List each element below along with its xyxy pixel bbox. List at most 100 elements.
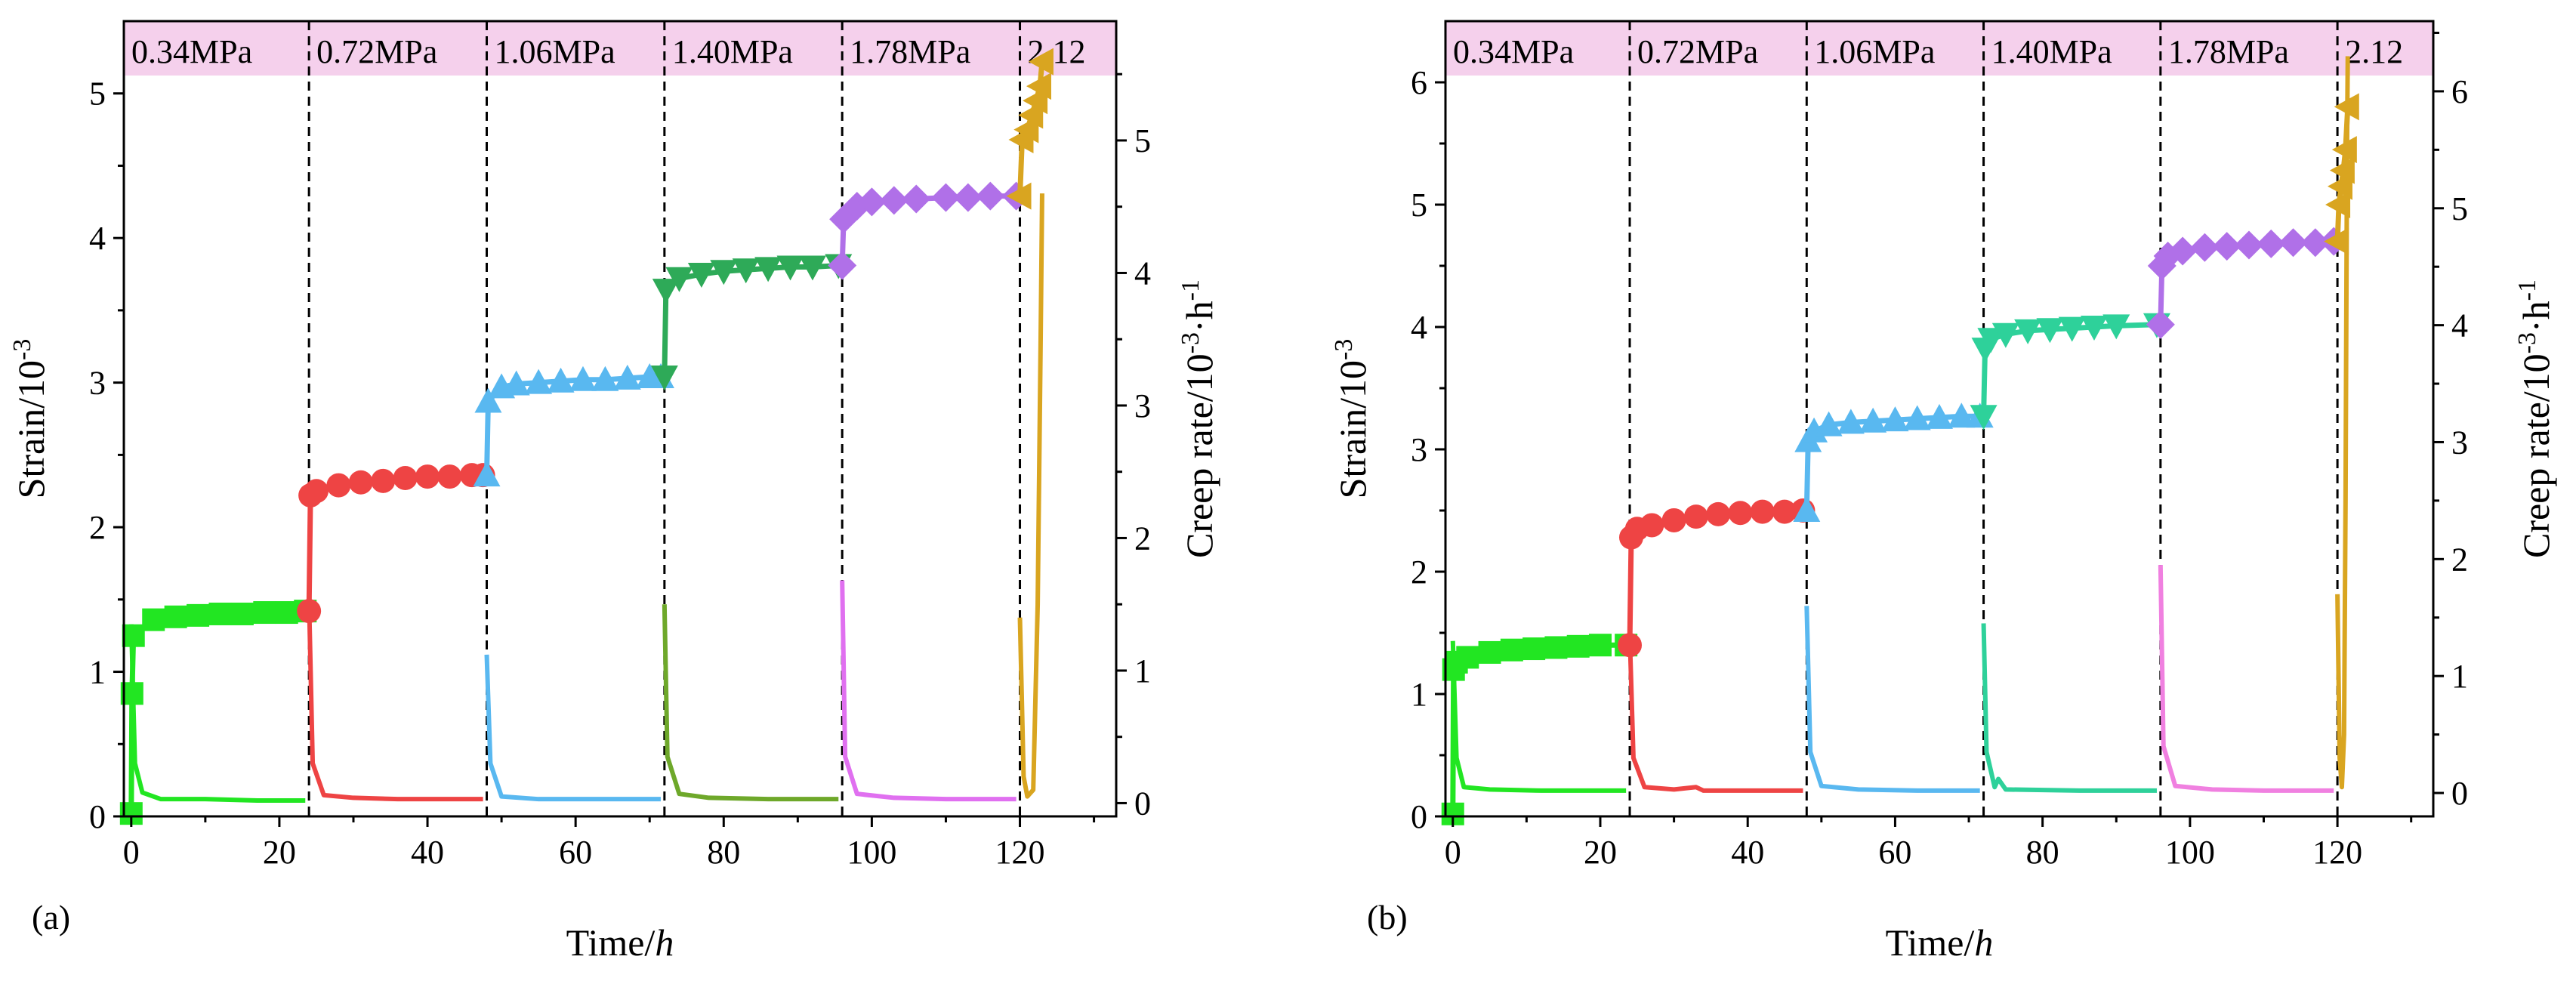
creep-rate-curve — [1981, 623, 2157, 793]
y-tick-label: 3 — [1411, 431, 1427, 468]
strain-marker — [1588, 634, 1612, 657]
stage-label: 1.40MPa — [672, 33, 793, 70]
strain-marker — [879, 186, 909, 215]
plot-frame — [122, 20, 1118, 818]
strain-marker — [953, 183, 983, 212]
strain-marker — [2190, 233, 2220, 262]
strain-marker — [976, 181, 1005, 211]
strain-marker — [710, 260, 738, 285]
x-tick-label: 40 — [411, 834, 444, 871]
strain-marker — [304, 479, 329, 504]
x-axis-label: Time/h — [1886, 921, 1994, 964]
stage-label: 1.06MPa — [494, 33, 615, 70]
y2-axis-label: Creep rate/10-3·h-1 — [2513, 279, 2557, 558]
strain-marker — [665, 267, 693, 292]
strain-marker — [902, 184, 931, 214]
strain-marker — [1618, 633, 1643, 658]
strain-marker — [1706, 501, 1731, 526]
stage-label: 1.78MPa — [850, 33, 970, 70]
y-tick-label: 3 — [89, 365, 106, 402]
strain-marker — [1661, 507, 1686, 532]
creep-rate-curve — [1017, 193, 1044, 799]
strain-marker — [2329, 156, 2355, 184]
y-axis-label: Strain/10-3 — [1330, 339, 1374, 499]
strain-marker — [613, 364, 641, 390]
strain-marker — [2327, 172, 2352, 200]
x-tick-label: 0 — [1445, 834, 1461, 871]
x-tick-label: 100 — [847, 834, 896, 871]
strain-marker — [2036, 318, 2064, 344]
y-tick-label: 5 — [89, 76, 106, 113]
stage-label: 0.72MPa — [316, 33, 437, 70]
y2-tick-label: 2 — [2451, 541, 2468, 578]
strain-marker — [2080, 316, 2108, 341]
y-tick-label: 0 — [1411, 798, 1427, 835]
stage-label: 1.78MPa — [2168, 33, 2289, 70]
strain-marker — [732, 258, 760, 284]
strain-marker — [2058, 316, 2086, 342]
x-tick-label: 20 — [1584, 834, 1617, 871]
strain-marker — [1991, 322, 2019, 348]
stage-label: 1.06MPa — [1814, 33, 1935, 70]
strain-marker — [1566, 634, 1590, 658]
x-tick-label: 80 — [2026, 834, 2059, 871]
strain-marker — [164, 605, 187, 628]
strain-marker — [1815, 411, 1843, 437]
strain-marker — [1522, 637, 1546, 661]
strain-marker — [253, 601, 276, 625]
x-tick-label: 0 — [123, 834, 140, 871]
strain-marker — [1728, 501, 1753, 526]
strain-curve — [662, 263, 839, 378]
y-tick-label: 2 — [1411, 554, 1427, 591]
strain-marker — [326, 473, 351, 498]
strain-marker — [2324, 227, 2349, 255]
chart-panel-b: 0.34MPa 0.72MPa 1.06MPa 1.40MPa 1.78MPa 2.12 0… — [1330, 20, 2557, 964]
strain-curve — [128, 608, 306, 814]
strain-marker — [569, 366, 597, 391]
y-tick-label: 0 — [89, 798, 106, 835]
strain-marker — [798, 255, 826, 281]
strain-marker — [547, 367, 575, 393]
x-tick-label: 40 — [1731, 834, 1764, 871]
stage-label: 0.72MPa — [1637, 33, 1758, 70]
strain-marker — [2014, 319, 2042, 344]
strain-marker — [525, 369, 553, 394]
creep-rate-curve — [2158, 565, 2334, 793]
strain-marker — [650, 365, 678, 390]
strain-marker — [1456, 646, 1479, 669]
creep-rate-curve — [484, 654, 661, 802]
panel-label: (a) — [32, 898, 70, 936]
strain-marker — [857, 187, 887, 217]
strain-marker — [1859, 407, 1887, 433]
x-tick-label: 100 — [2165, 834, 2215, 871]
creep-rate-curve — [307, 597, 483, 802]
x-tick-label: 20 — [263, 834, 296, 871]
stage-band — [1445, 21, 2433, 76]
x-tick-label: 80 — [707, 834, 740, 871]
chart-panel-a: 0.34MPa 0.72MPa 1.06MPa 1.40MPa 1.78MPa 2.120… — [8, 20, 1220, 964]
strain-marker — [2325, 191, 2351, 218]
y2-tick-label: 5 — [2451, 190, 2468, 227]
strain-marker — [1793, 497, 1821, 522]
y2-tick-label: 3 — [2451, 424, 2468, 461]
strain-marker — [297, 599, 322, 624]
y2-tick-label: 2 — [1134, 520, 1151, 557]
strain-marker — [2102, 314, 2130, 340]
y2-tick-label: 1 — [2451, 658, 2468, 695]
x-tick-label: 60 — [1878, 834, 1911, 871]
x-tick-label: 120 — [2312, 834, 2362, 871]
strain-marker — [652, 279, 680, 304]
creep-rate-curve — [840, 580, 1017, 802]
y-tick-label: 4 — [89, 220, 106, 257]
strain-marker — [1948, 403, 1976, 428]
strain-marker — [828, 251, 857, 280]
strain-marker — [1640, 513, 1664, 538]
strain-marker — [393, 465, 418, 490]
strain-marker — [591, 366, 619, 391]
strain-marker — [208, 602, 232, 625]
strain-marker — [474, 387, 502, 413]
y2-tick-label: 1 — [1134, 652, 1151, 689]
strain-marker — [230, 602, 254, 625]
strain-marker — [437, 464, 462, 489]
y2-tick-label: 5 — [1134, 122, 1151, 159]
